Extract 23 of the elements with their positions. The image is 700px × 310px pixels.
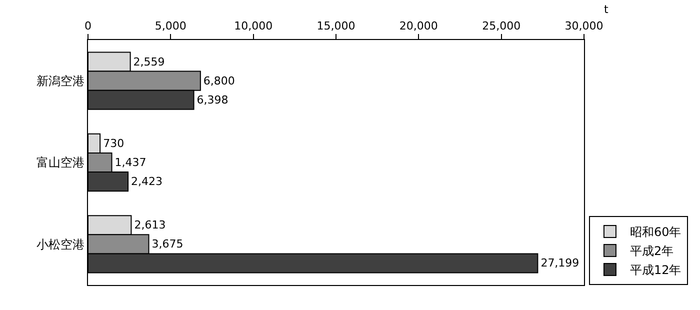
- legend-label: 平成12年: [630, 263, 682, 278]
- data-label: 6,398: [196, 93, 228, 106]
- data-label: 1,437: [114, 156, 146, 169]
- x-tick-label: 5,000: [154, 20, 186, 33]
- legend-label: 平成2年: [630, 244, 674, 258]
- y-tick-label: 富山空港: [36, 156, 85, 170]
- y-tick-label: 小松空港: [36, 237, 85, 252]
- x-axis-title: t: [604, 3, 609, 16]
- data-label: 2,613: [134, 218, 166, 232]
- x-tick-label: 0: [84, 20, 92, 33]
- x-tick-label: 10,000: [234, 20, 273, 33]
- x-tick-label: 15,000: [316, 20, 356, 33]
- data-label: 730: [103, 136, 124, 150]
- data-label: 6,800: [203, 74, 235, 88]
- x-tick-label: 25,000: [482, 20, 521, 33]
- y-tick-label: 新潟空港: [36, 74, 85, 88]
- data-label: 3,675: [152, 238, 184, 251]
- data-label: 2,559: [133, 55, 165, 68]
- data-label: 27,199: [540, 256, 580, 270]
- legend-label: 昭和60年: [630, 225, 682, 240]
- data-label: 2,423: [131, 175, 163, 188]
- x-tick-label: 20,000: [399, 20, 438, 33]
- x-tick-label: 30,000: [564, 20, 604, 33]
